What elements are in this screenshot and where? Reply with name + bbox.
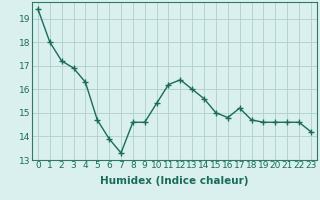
X-axis label: Humidex (Indice chaleur): Humidex (Indice chaleur): [100, 176, 249, 186]
